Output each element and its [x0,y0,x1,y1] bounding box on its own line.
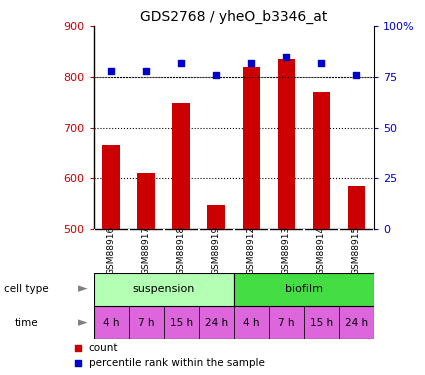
Text: GSM88918: GSM88918 [177,226,186,275]
Text: cell type: cell type [4,284,49,294]
Text: 24 h: 24 h [205,318,228,328]
Bar [173,103,190,229]
Text: GSM88912: GSM88912 [247,226,256,275]
Text: GSM88915: GSM88915 [352,226,361,275]
Text: 4 h: 4 h [243,318,260,328]
Bar [234,306,269,339]
Point [108,68,114,74]
Text: 24 h: 24 h [345,318,368,328]
Bar [102,145,120,229]
Text: count: count [89,343,118,353]
Point [353,72,360,78]
Bar [164,306,198,339]
Bar [304,306,339,339]
Text: GSM88917: GSM88917 [142,226,150,275]
Point [248,60,255,66]
Text: GSM88914: GSM88914 [317,226,326,275]
Bar [348,186,365,229]
Point [178,60,184,66]
Text: 4 h: 4 h [103,318,119,328]
Point [75,360,82,366]
Title: GDS2768 / yheO_b3346_at: GDS2768 / yheO_b3346_at [140,10,327,24]
Text: GSM88919: GSM88919 [212,226,221,275]
Bar [234,273,374,306]
Bar [207,205,225,229]
Point [143,68,150,74]
Bar [94,273,234,306]
Text: GSM88916: GSM88916 [107,226,116,275]
Text: biofilm: biofilm [285,284,323,294]
Text: ►: ► [78,316,88,329]
Point [318,60,325,66]
Bar [137,173,155,229]
Text: suspension: suspension [133,284,195,294]
Bar [269,306,304,339]
Text: 7 h: 7 h [138,318,154,328]
Text: ►: ► [78,283,88,296]
Bar [128,306,164,339]
Point [75,345,82,351]
Text: 15 h: 15 h [310,318,333,328]
Bar [313,92,330,229]
Bar [198,306,234,339]
Point [213,72,220,78]
Bar [243,67,260,229]
Point [283,54,290,60]
Bar [94,306,128,339]
Bar [278,59,295,229]
Bar [339,306,374,339]
Text: time: time [15,318,39,328]
Text: 7 h: 7 h [278,318,295,328]
Text: GSM88913: GSM88913 [282,226,291,275]
Text: 15 h: 15 h [170,318,193,328]
Text: percentile rank within the sample: percentile rank within the sample [89,358,265,369]
